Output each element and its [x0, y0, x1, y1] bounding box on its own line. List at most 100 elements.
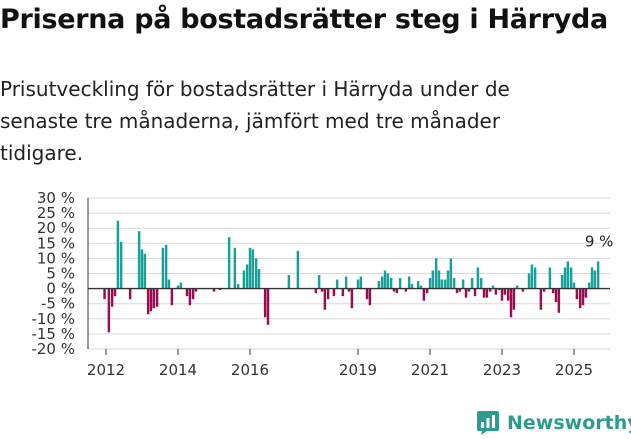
- bar: [116, 220, 120, 289]
- bar: [521, 288, 525, 292]
- bar: [356, 279, 360, 289]
- page-title: Priserna på bostadsrätter steg i Härryda: [0, 4, 608, 35]
- x-axis-ticks: 2012 2014 2016 2019 2021 2023 2025: [87, 349, 593, 379]
- y-tick-label: -5 %: [41, 295, 75, 313]
- bar: [506, 288, 510, 301]
- bar: [344, 276, 348, 289]
- bar: [428, 278, 432, 289]
- bar: [332, 288, 336, 297]
- bar: [185, 288, 189, 297]
- bar: [560, 275, 564, 289]
- bar: [152, 288, 156, 309]
- y-axis-ticks: 30 %25 %20 %15 %10 %5 %0 %-5 %-10 %-15 %…: [31, 189, 75, 358]
- bar: [497, 288, 501, 291]
- bar: [482, 288, 486, 298]
- bar: [503, 288, 507, 295]
- y-tick-label: 5 %: [46, 265, 75, 283]
- bar: [188, 288, 192, 306]
- bar: [383, 270, 387, 289]
- bar: [350, 288, 354, 309]
- y-tick-label: 0 %: [46, 280, 75, 298]
- bar: [422, 288, 426, 301]
- x-tick-label: 2023: [483, 361, 521, 379]
- bar: [464, 288, 468, 298]
- bar: [218, 288, 222, 291]
- bar: [581, 288, 585, 306]
- bar: [176, 285, 180, 289]
- x-tick-label: 2019: [339, 361, 377, 379]
- bar: [287, 275, 291, 289]
- bar: [194, 288, 198, 292]
- bar: [266, 288, 270, 325]
- bar: [170, 288, 174, 306]
- bar: [341, 288, 345, 297]
- bar: [386, 273, 390, 289]
- bar: [569, 267, 573, 289]
- x-tick-label: 2021: [411, 361, 449, 379]
- bar: [584, 288, 588, 298]
- bar: [587, 282, 591, 289]
- bar: [107, 288, 111, 333]
- bar: [542, 288, 546, 292]
- bar: [488, 288, 492, 292]
- bar: [248, 247, 252, 289]
- bar: [335, 279, 339, 289]
- bar: [263, 288, 267, 318]
- bar: [404, 288, 408, 292]
- bar: [419, 285, 423, 289]
- bar: [452, 278, 456, 289]
- bar: [449, 258, 453, 289]
- bar: [389, 278, 393, 289]
- bar: [365, 288, 369, 300]
- bar: [533, 267, 537, 289]
- bar: [515, 285, 519, 289]
- bar: [359, 276, 363, 289]
- bar: [161, 247, 165, 289]
- bar: [572, 282, 576, 289]
- bar: [179, 282, 183, 289]
- bar: [500, 288, 504, 301]
- bar: [575, 288, 579, 300]
- bar: [380, 276, 384, 289]
- bar: [590, 267, 594, 289]
- bar: [494, 288, 498, 295]
- bar: [119, 241, 123, 289]
- bar: [527, 273, 531, 289]
- x-tick-label: 2014: [159, 361, 197, 379]
- y-tick-label: -15 %: [31, 325, 75, 343]
- page-subtitle: Prisutveckling för bostadsrätter i Härry…: [0, 77, 510, 165]
- bar: [110, 288, 114, 307]
- y-tick-label: 10 %: [37, 249, 75, 267]
- bar: [461, 279, 465, 289]
- bar: [254, 258, 258, 289]
- bars: [103, 220, 600, 333]
- bar: [113, 288, 117, 297]
- bar: [212, 288, 216, 292]
- bar: [155, 288, 159, 307]
- x-tick-label: 2025: [555, 361, 593, 379]
- bar: [317, 275, 321, 289]
- bar: [578, 288, 582, 309]
- bar: [149, 288, 153, 312]
- bar: [257, 268, 261, 289]
- bar: [539, 288, 543, 310]
- bar: [137, 231, 141, 289]
- bar: [410, 284, 414, 289]
- bar: [563, 267, 567, 289]
- bar: [593, 270, 597, 289]
- bar: [143, 253, 147, 289]
- y-tick-label: 20 %: [37, 219, 75, 237]
- bar: [473, 288, 477, 297]
- bar: [431, 270, 435, 289]
- bar: [368, 288, 372, 306]
- bar: [566, 261, 570, 289]
- bar: [320, 288, 324, 292]
- y-tick-label: 30 %: [37, 189, 75, 207]
- bar: [326, 288, 330, 300]
- bar: [554, 288, 558, 303]
- bar: [416, 281, 420, 289]
- bar: [164, 244, 168, 289]
- x-tick-label: 2012: [87, 361, 125, 379]
- annotations: 9 %: [585, 232, 614, 250]
